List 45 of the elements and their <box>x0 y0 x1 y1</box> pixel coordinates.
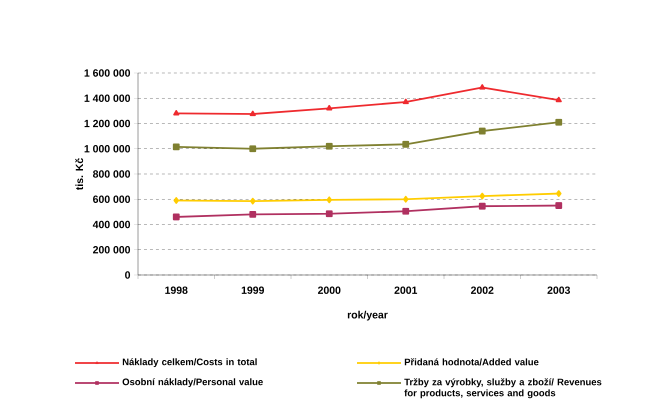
point <box>479 84 486 90</box>
y-tick-label: 1 600 000 <box>84 69 130 77</box>
x-tick-label: 2003 <box>547 286 570 294</box>
x-tick-label: 1999 <box>242 286 264 294</box>
point <box>172 214 180 220</box>
point <box>555 202 562 209</box>
point <box>478 128 486 134</box>
y-tick-label: 1 000 000 <box>84 145 130 152</box>
y-tick-label: 1 200 000 <box>84 120 130 128</box>
point <box>326 104 332 110</box>
point <box>556 96 562 102</box>
y-tick-label: 800 000 <box>93 170 130 178</box>
point <box>326 196 332 204</box>
point <box>250 198 256 205</box>
x-tick-label: 2000 <box>318 286 340 294</box>
y-tick-label: 400 000 <box>92 220 130 228</box>
point <box>402 140 410 148</box>
x-axis-title: rok/year <box>348 310 388 321</box>
point <box>478 202 486 210</box>
point <box>402 196 409 203</box>
point <box>326 210 333 218</box>
x-tick-label: 2002 <box>470 286 494 294</box>
point <box>173 197 180 204</box>
legend-label: Tržby za výrobky, služby a zboží/ Revenues for products, services and goods <box>404 378 602 398</box>
point <box>555 118 562 126</box>
point <box>556 190 562 197</box>
y-tick-label: 0 <box>125 271 130 279</box>
point <box>249 145 256 152</box>
x-tick-label: 2001 <box>394 286 418 294</box>
point <box>173 110 180 116</box>
point <box>249 211 256 218</box>
legend-label: Přidaná hodnota/Added value <box>404 358 539 366</box>
y-tick-label: 200 000 <box>93 246 130 254</box>
legend-label: Osobní náklady/Personal value <box>122 378 263 388</box>
point <box>326 142 333 150</box>
point <box>172 143 180 150</box>
point <box>402 208 410 215</box>
point <box>479 192 486 200</box>
legend-label: Náklady celkem/Costs in total <box>122 358 257 368</box>
y-tick-label: 1 400 000 <box>84 94 130 102</box>
y-axis-title: tis. Kč <box>75 158 84 190</box>
y-tick-label: 600 000 <box>93 196 130 203</box>
x-tick-label: 1998 <box>165 286 188 294</box>
point <box>250 110 256 116</box>
point <box>402 98 409 104</box>
